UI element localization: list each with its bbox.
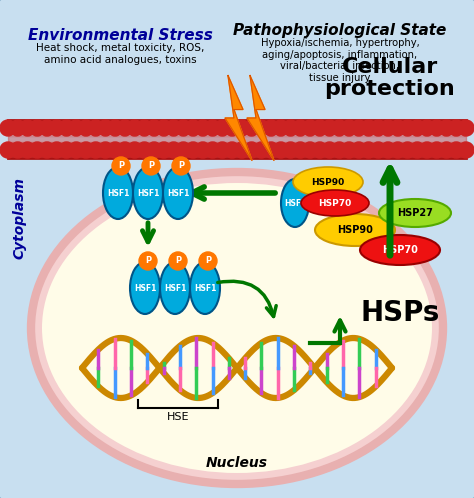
Circle shape (165, 142, 182, 158)
Ellipse shape (130, 262, 160, 314)
Circle shape (380, 142, 396, 158)
Circle shape (39, 120, 55, 136)
Circle shape (165, 120, 182, 136)
Circle shape (137, 120, 153, 136)
Circle shape (127, 120, 143, 136)
Text: HSP90: HSP90 (311, 177, 345, 186)
Circle shape (29, 120, 45, 136)
Text: HSF1: HSF1 (164, 283, 186, 292)
Text: Hypoxia/ischemia, hypertrophy,
aging/apoptosis, inflammation,
viral/bacterial in: Hypoxia/ischemia, hypertrophy, aging/apo… (261, 38, 419, 83)
Ellipse shape (190, 262, 220, 314)
Circle shape (0, 142, 16, 158)
Circle shape (341, 120, 357, 136)
Circle shape (283, 142, 299, 158)
Circle shape (139, 252, 157, 270)
Text: Pathophysiological State: Pathophysiological State (233, 23, 447, 38)
Circle shape (351, 120, 367, 136)
Circle shape (263, 120, 279, 136)
Circle shape (58, 120, 74, 136)
Circle shape (254, 142, 269, 158)
Circle shape (19, 142, 36, 158)
Circle shape (68, 142, 84, 158)
Text: HSF1: HSF1 (107, 189, 129, 198)
Text: Nucleus: Nucleus (206, 456, 268, 470)
Circle shape (107, 120, 123, 136)
Circle shape (39, 142, 55, 158)
Circle shape (137, 142, 153, 158)
Circle shape (292, 142, 309, 158)
Circle shape (10, 120, 26, 136)
Circle shape (224, 120, 240, 136)
Circle shape (58, 142, 74, 158)
Circle shape (107, 142, 123, 158)
Text: P: P (148, 161, 154, 170)
Circle shape (361, 120, 376, 136)
Circle shape (448, 120, 464, 136)
Ellipse shape (160, 262, 190, 314)
Text: HSP70: HSP70 (319, 199, 352, 208)
Circle shape (331, 120, 347, 136)
Circle shape (195, 142, 211, 158)
Circle shape (78, 120, 94, 136)
Circle shape (244, 142, 260, 158)
Circle shape (127, 142, 143, 158)
Circle shape (390, 142, 406, 158)
Circle shape (156, 120, 172, 136)
Text: HSF1: HSF1 (284, 199, 306, 208)
Circle shape (175, 120, 191, 136)
Polygon shape (247, 76, 274, 160)
Circle shape (273, 120, 289, 136)
Circle shape (331, 142, 347, 158)
Text: HSF1: HSF1 (134, 283, 156, 292)
Text: P: P (175, 256, 181, 265)
Text: HSF1: HSF1 (194, 283, 216, 292)
Circle shape (419, 142, 435, 158)
Text: HSF1: HSF1 (167, 189, 189, 198)
Circle shape (156, 142, 172, 158)
Polygon shape (225, 76, 252, 160)
Circle shape (312, 120, 328, 136)
Circle shape (361, 142, 376, 158)
Ellipse shape (293, 167, 363, 197)
Circle shape (292, 120, 309, 136)
Ellipse shape (281, 179, 309, 227)
Circle shape (341, 142, 357, 158)
Ellipse shape (379, 199, 451, 227)
Circle shape (409, 142, 425, 158)
Circle shape (19, 120, 36, 136)
Circle shape (429, 142, 445, 158)
Ellipse shape (301, 190, 369, 216)
Circle shape (169, 252, 187, 270)
Text: HSE: HSE (167, 412, 189, 422)
Circle shape (234, 120, 250, 136)
Circle shape (88, 120, 104, 136)
Ellipse shape (31, 172, 443, 484)
Circle shape (0, 120, 16, 136)
Circle shape (172, 157, 190, 175)
Circle shape (146, 142, 162, 158)
Circle shape (283, 120, 299, 136)
Circle shape (409, 120, 425, 136)
Ellipse shape (360, 235, 440, 265)
Text: HSP27: HSP27 (397, 208, 433, 218)
Text: Environmental Stress: Environmental Stress (27, 28, 212, 43)
Circle shape (10, 142, 26, 158)
Circle shape (224, 142, 240, 158)
Circle shape (244, 120, 260, 136)
Circle shape (254, 120, 269, 136)
Circle shape (458, 120, 474, 136)
Text: HSPs: HSPs (360, 299, 440, 327)
Circle shape (448, 142, 464, 158)
Circle shape (117, 142, 133, 158)
Circle shape (112, 157, 130, 175)
Circle shape (438, 120, 455, 136)
Circle shape (146, 120, 162, 136)
Ellipse shape (315, 214, 395, 246)
Circle shape (205, 120, 220, 136)
Circle shape (185, 142, 201, 158)
Circle shape (29, 142, 45, 158)
Circle shape (273, 142, 289, 158)
Circle shape (195, 120, 211, 136)
Text: HSP90: HSP90 (337, 225, 373, 235)
